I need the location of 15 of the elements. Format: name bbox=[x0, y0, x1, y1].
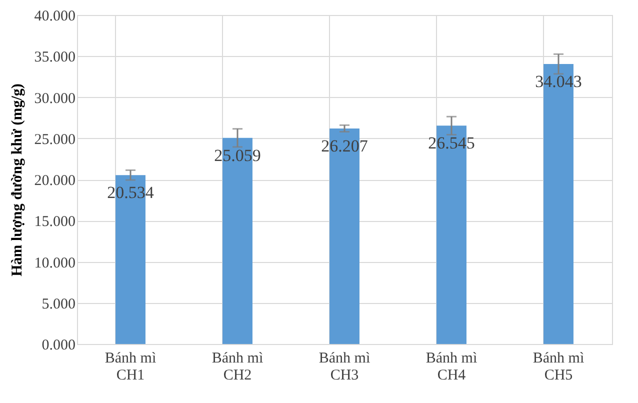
y-tick-label: 10.000 bbox=[34, 255, 76, 272]
y-tick-label: 25.000 bbox=[34, 132, 76, 148]
y-tick-label: 0.000 bbox=[42, 338, 76, 354]
y-tick-label: 30.000 bbox=[34, 90, 76, 107]
y-tick-label: 35.000 bbox=[34, 50, 76, 66]
y-tick-label: 40.000 bbox=[34, 8, 76, 24]
x-tick-label: Bánh mì CH5 bbox=[532, 350, 584, 384]
x-tick-label: Bánh mì CH4 bbox=[426, 350, 478, 384]
x-tick-label: Bánh mì CH2 bbox=[212, 350, 264, 384]
y-axis-title: Hàm lượng đường khử (mg/g) bbox=[9, 84, 26, 276]
y-tick-label: 15.000 bbox=[34, 214, 76, 230]
y-tick-label: 5.000 bbox=[42, 296, 76, 312]
x-tick-label: Bánh mì CH3 bbox=[318, 350, 370, 384]
y-tick-label: 20.000 bbox=[34, 173, 76, 189]
x-tick-label: Bánh mì CH1 bbox=[104, 350, 156, 384]
